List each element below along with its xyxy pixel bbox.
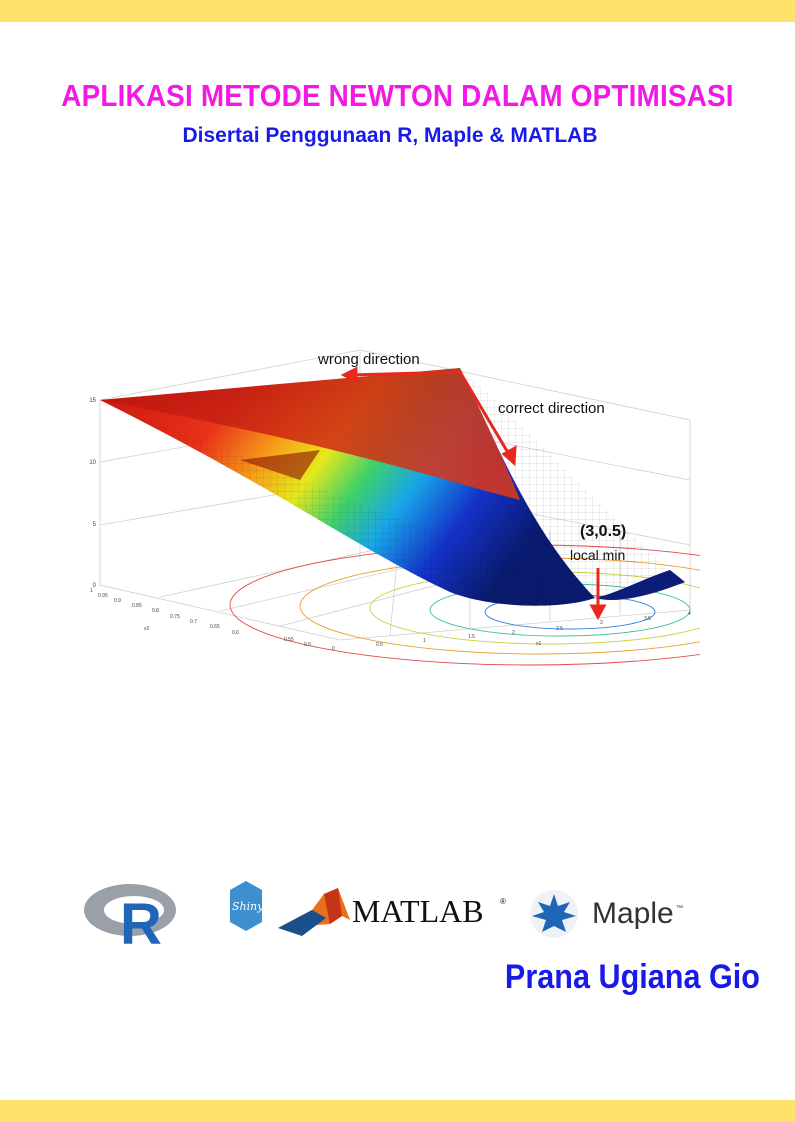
r-logo: R	[84, 884, 176, 950]
maple-logo: Maple ™	[520, 886, 720, 944]
x2-tick: 0.65	[210, 624, 220, 630]
x1-tick: 2	[512, 630, 515, 636]
annotation-arrows	[340, 366, 607, 621]
svg-text:Shiny: Shiny	[232, 900, 264, 913]
bottom-band	[0, 1100, 795, 1122]
surface	[100, 368, 685, 606]
z-tick: 10	[89, 460, 96, 466]
x1-tick: 2.5	[556, 626, 563, 632]
annotation-labels: wrong direction correct direction (3,0.5…	[317, 351, 626, 563]
z-tick-labels: 0 5 10 15	[89, 398, 96, 589]
svg-text:™: ™	[676, 905, 683, 912]
x1-tick: 3.5	[644, 616, 651, 622]
correct-direction-label: correct direction	[498, 400, 605, 417]
svg-text:MATLAB: MATLAB	[352, 893, 484, 929]
z-tick: 5	[93, 522, 97, 528]
z-tick: 0	[93, 583, 97, 589]
book-subtitle: Disertai Penggunaan R, Maple & MATLAB	[182, 124, 598, 147]
x2-tick: 0.7	[190, 619, 197, 625]
svg-text:R: R	[120, 892, 162, 950]
svg-text:Maple: Maple	[592, 897, 674, 930]
x1-tick: 1	[423, 638, 426, 644]
x2-tick: 0.75	[170, 614, 180, 620]
x2-tick: 0.55	[284, 637, 294, 643]
point-label: (3,0.5)	[580, 523, 626, 540]
x2-tick: 0.8	[152, 608, 159, 614]
software-logos: R Shiny MATLAB ® Maple ™	[80, 880, 720, 950]
local-min-label: local min	[570, 547, 625, 563]
x2-tick: 0.9	[114, 598, 121, 604]
z-tick: 15	[89, 398, 96, 404]
x2-tick: 0.85	[132, 603, 142, 609]
x2-tick: 0.5	[304, 642, 311, 648]
logos-strip: R Shiny MATLAB ® Maple ™	[84, 881, 720, 950]
surface-plot-figure: 0 5 10 15 1 0.95 0.9 0.85 0.8 0.75 0.7 0…	[60, 330, 700, 670]
wrong-direction-label: wrong direction	[317, 351, 420, 368]
x2-tick-labels: 1 0.95 0.9 0.85 0.8 0.75 0.7 0.65 0.6 0.…	[90, 588, 311, 648]
x1-tick: 0	[332, 646, 335, 652]
x1-tick: 3	[600, 620, 603, 626]
surface-plot: 0 5 10 15 1 0.95 0.9 0.85 0.8 0.75 0.7 0…	[89, 349, 700, 666]
svg-text:®: ®	[500, 897, 506, 906]
matlab-logo: MATLAB ®	[278, 888, 506, 936]
shiny-logo: Shiny	[230, 881, 264, 931]
top-band	[0, 0, 795, 22]
x1-axis-label: x1	[536, 641, 542, 647]
x1-tick: 4	[688, 611, 691, 617]
x2-axis-label: x2	[144, 626, 150, 632]
author-name: Prana Ugiana Gio	[504, 958, 760, 996]
x2-tick: 1	[90, 588, 93, 594]
x1-tick: 1.5	[468, 634, 475, 640]
x2-tick: 0.6	[232, 630, 239, 636]
x1-tick-labels: 0 0.5 1 1.5 2 2.5 3 3.5 4 x1	[332, 611, 691, 652]
book-title: APLIKASI METODE NEWTON DALAM OPTIMISASI	[61, 78, 734, 113]
x2-tick: 0.95	[98, 593, 108, 599]
x1-tick: 0.5	[376, 642, 383, 648]
